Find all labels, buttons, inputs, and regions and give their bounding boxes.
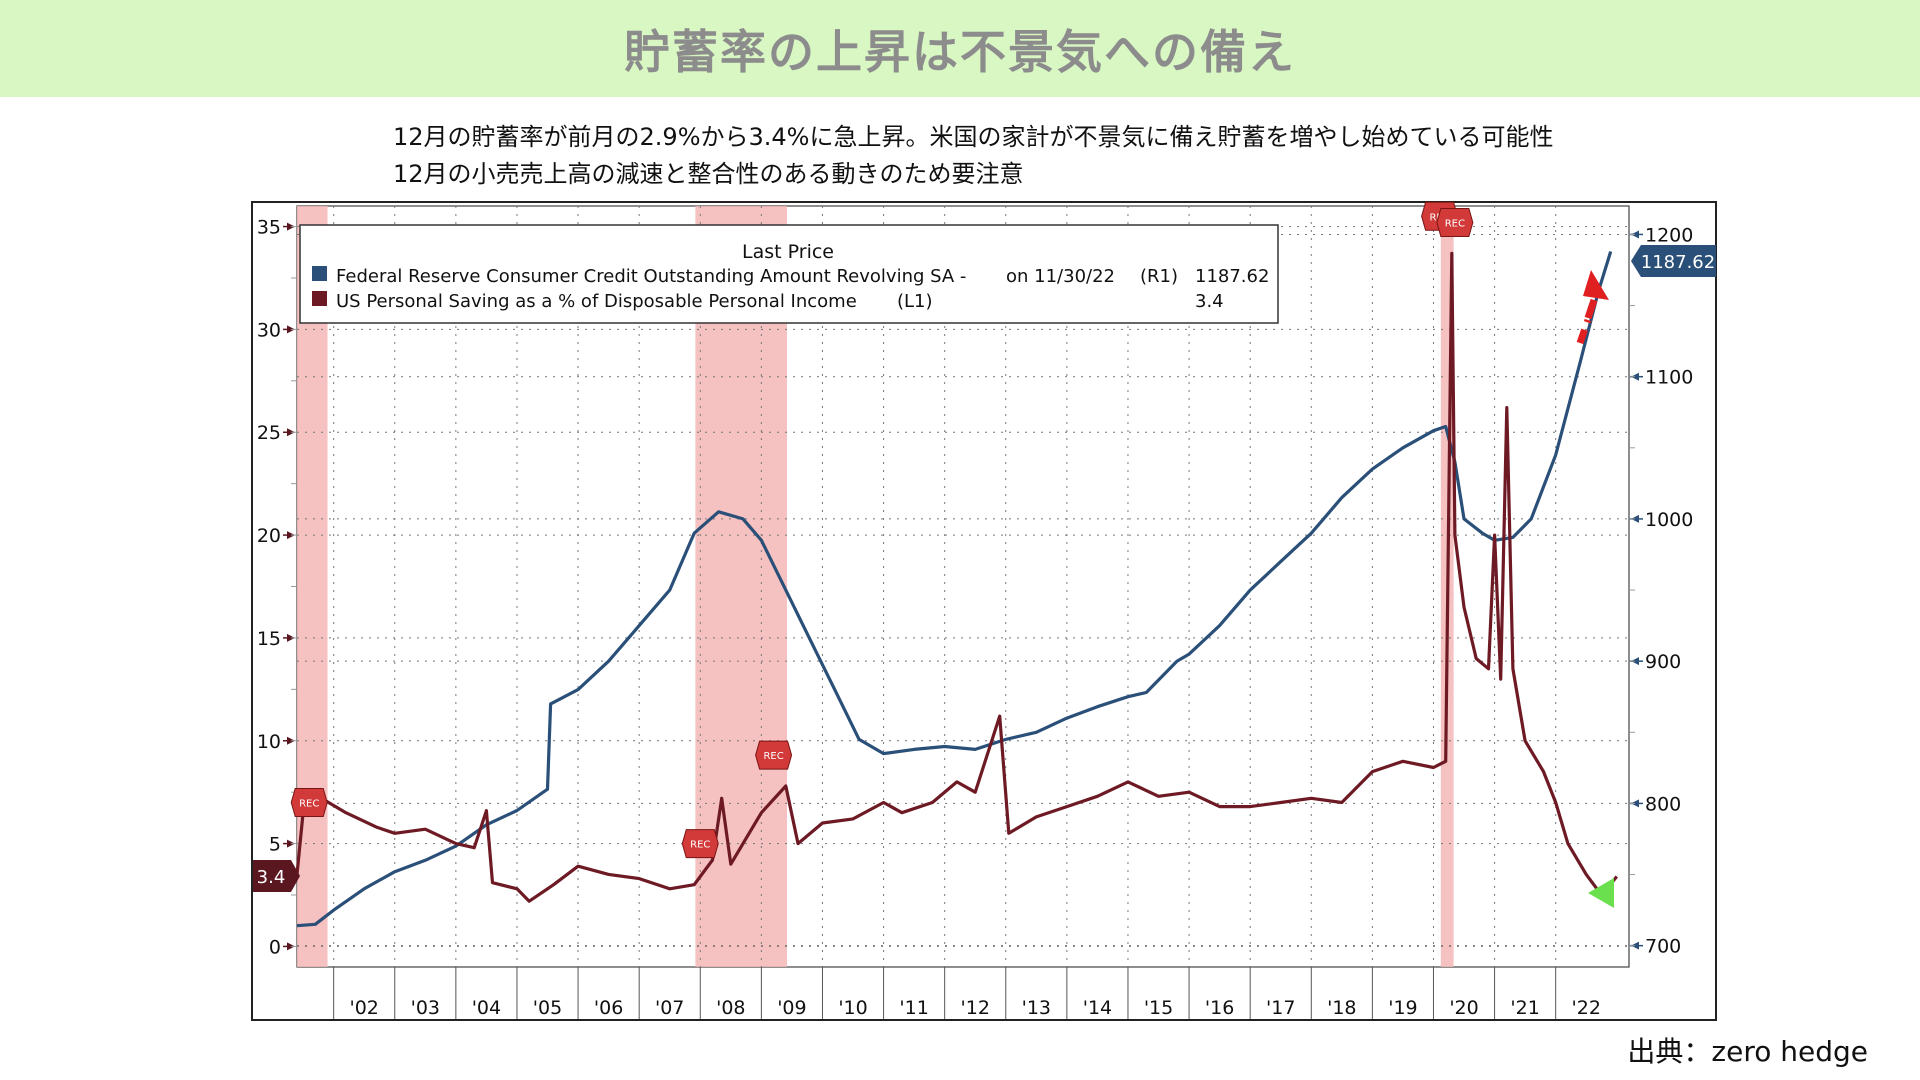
left-tick-label: 10 [257,731,281,753]
right-tick-label: 700 [1645,936,1681,958]
x-tick-label: '08 [716,997,745,1019]
left-tick-label: 5 [269,834,281,856]
right-tick-label: 800 [1645,793,1681,815]
left-tick-label: 30 [257,319,281,341]
x-tick-label: '13 [1022,997,1051,1019]
rec-marker: REC [1436,207,1474,237]
series-line-saving [295,251,1619,903]
legend-title: Last Price [742,241,834,263]
left-tick-label: 15 [257,628,281,650]
rec-marker-label: REC [763,751,783,762]
right-last-value: 1187.62 [1641,252,1715,273]
rec-marker-shape [755,740,793,770]
subtitle-line-1: 12月の貯蓄率が前月の2.9%から3.4%に急上昇。米国の家計が不景気に備え貯蓄… [393,123,1554,151]
rec-marker: REC [290,787,328,817]
subtitle-line-2: 12月の小売売上高の減速と整合性のある動きのため要注意 [393,160,1024,188]
left-tick-label: 35 [257,217,281,239]
legend-value-saving: 3.4 [1195,291,1224,312]
right-tick-label: 1100 [1645,367,1693,389]
legend-value-credit: 1187.62 [1195,266,1269,287]
right-tick-label: 1200 [1645,224,1693,246]
legend-axis-saving: (L1) [897,291,933,312]
rec-marker-shape [681,829,719,859]
source-credit: 出典：zero hedge [1627,1035,1868,1068]
rec-marker-label: REC [690,840,710,851]
left-last-value-badge: 3.4 [253,860,300,892]
x-tick-label: '17 [1266,997,1295,1019]
x-tick-label: '15 [1144,997,1173,1019]
left-tick-label: 0 [269,936,281,958]
x-tick-label: '02 [350,997,379,1019]
rec-marker-label: REC [1445,218,1465,229]
left-last-value: 3.4 [257,867,286,888]
title-banner: 貯蓄率の上昇は不景気への備え [0,0,1920,97]
rec-marker-shape [1436,207,1474,237]
right-tick-label: 1000 [1645,509,1693,531]
page-title: 貯蓄率の上昇は不景気への備え [624,24,1296,79]
rec-marker: REC [681,829,719,859]
x-tick-label: '18 [1327,997,1356,1019]
recession-band [297,206,328,967]
legend-swatch-saving [312,291,327,306]
x-tick-label: '03 [411,997,440,1019]
x-tick-label: '16 [1205,997,1234,1019]
x-tick-label: '22 [1572,997,1601,1019]
x-tick-label: '12 [961,997,990,1019]
x-tick-label: '09 [777,997,806,1019]
rec-marker-shape [290,787,328,817]
left-tick-label: 25 [257,422,281,444]
x-tick-label: '10 [838,997,867,1019]
rec-marker: REC [755,740,793,770]
legend-swatch-credit [312,266,327,281]
legend-label-credit: Federal Reserve Consumer Credit Outstand… [336,266,966,287]
right-tick-label: 900 [1645,651,1681,673]
x-tick-label: '21 [1510,997,1539,1019]
x-tick-label: '19 [1388,997,1417,1019]
x-tick-label: '11 [899,997,928,1019]
legend-date-credit: on 11/30/22 [1006,266,1115,287]
red-up-arrow [1576,270,1609,345]
legend: Last Price Federal Reserve Consumer Cred… [299,224,1279,324]
x-tick-label: '20 [1449,997,1478,1019]
x-tick-label: '14 [1083,997,1112,1019]
x-tick-label: '06 [594,997,623,1019]
green-pointer-triangle [1588,878,1614,908]
right-last-value-badge: 1187.62 [1631,245,1716,277]
x-tick-label: '04 [472,997,501,1019]
x-tick-label: '07 [655,997,684,1019]
legend-axis-credit: (R1) [1140,266,1178,287]
x-tick-label: '05 [533,997,562,1019]
left-tick-label: 20 [257,525,281,547]
rec-marker-label: REC [299,798,319,809]
legend-label-saving: US Personal Saving as a % of Disposable … [336,291,857,312]
